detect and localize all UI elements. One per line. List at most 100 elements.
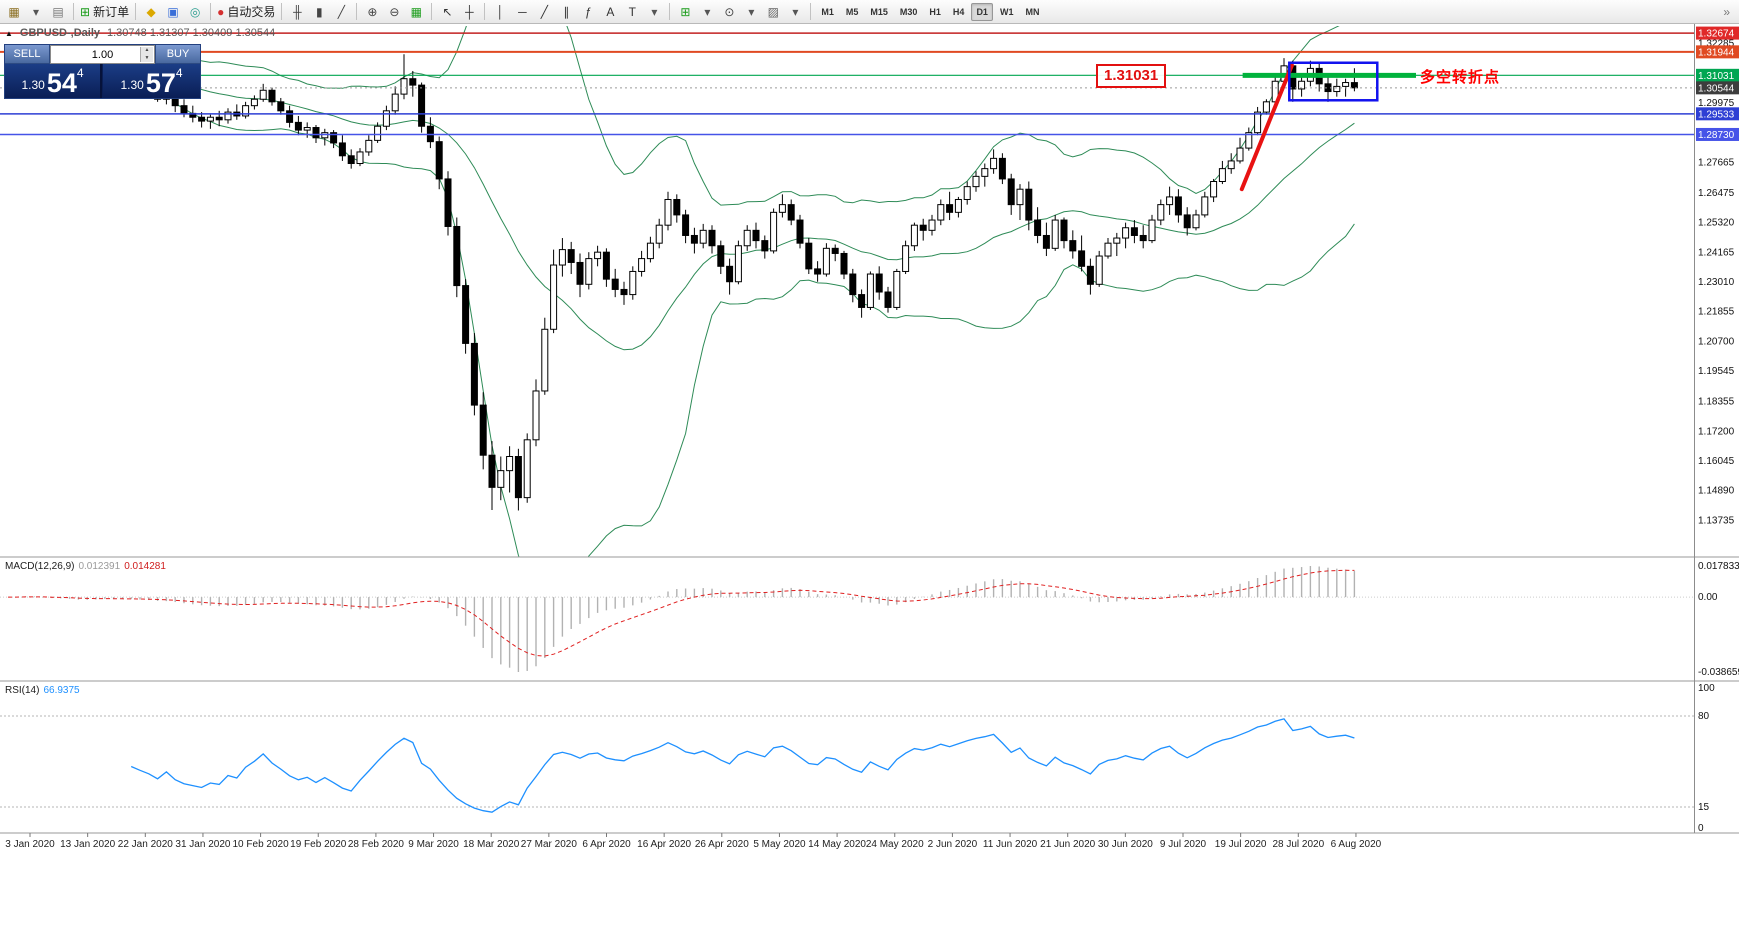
collapse-icon[interactable]: ▲ bbox=[5, 28, 13, 38]
label-button-icon: T bbox=[628, 4, 637, 19]
svg-text:14 May 2020: 14 May 2020 bbox=[808, 839, 866, 850]
rsi-line bbox=[130, 718, 1355, 813]
trendline-button[interactable]: ╱ bbox=[533, 2, 555, 22]
svg-text:1.32285: 1.32285 bbox=[1698, 39, 1735, 50]
autotrading-button-icon: ● bbox=[217, 4, 225, 19]
consolidation-rectangle[interactable] bbox=[1288, 61, 1379, 102]
svg-text:26 Apr 2020: 26 Apr 2020 bbox=[695, 839, 749, 850]
horizontal-line-button[interactable]: ─ bbox=[511, 2, 533, 22]
periods-dropdown[interactable]: ▾ bbox=[740, 2, 762, 22]
buy-button[interactable]: BUY bbox=[155, 45, 200, 64]
timeframe-w1[interactable]: W1 bbox=[999, 6, 1014, 17]
line-chart-button[interactable]: ╱ bbox=[330, 2, 352, 22]
cursor-button[interactable]: ↖ bbox=[436, 2, 458, 22]
svg-text:1.28730: 1.28730 bbox=[1698, 130, 1735, 141]
buy-price-button[interactable]: 1.30 57 4 bbox=[103, 64, 200, 98]
vertical-line-button[interactable]: │ bbox=[489, 2, 511, 22]
bar-chart-button[interactable]: ╫ bbox=[286, 2, 308, 22]
timeframe-h1[interactable]: H1 bbox=[929, 6, 941, 17]
timeframe-mn[interactable]: MN bbox=[1025, 6, 1040, 17]
macd-histogram bbox=[16, 566, 1356, 672]
text-button[interactable]: A bbox=[599, 2, 621, 22]
volume-input[interactable]: 1.00 ▲ ▼ bbox=[50, 45, 155, 64]
main-toolbar: ▦ ▾ ▤ ⊞ 新订单 ◆ ▣ ◎ ● 自动交易 ╫ ▮ ╱ ⊕ ⊖ ▦ ↖ ┼ │ ─ ╱ ∥ ƒ A T ▾ ⊞ ▾ ⊙ ▾ ▨ ▾ M1 M… bbox=[0, 0, 1739, 24]
one-click-trading-panel: SELL 1.00 ▲ ▼ BUY 1.30 54 4 1.30 57 4 bbox=[4, 44, 201, 99]
periods-button[interactable]: ⊙ bbox=[718, 2, 740, 22]
tile-windows-button[interactable]: ▦ bbox=[405, 2, 427, 22]
zoom-in-button[interactable]: ⊕ bbox=[361, 2, 383, 22]
new-chart-dropdown[interactable]: ▾ bbox=[25, 2, 47, 22]
volume-spinner[interactable]: ▲ ▼ bbox=[140, 47, 153, 62]
sell-button[interactable]: SELL bbox=[5, 45, 50, 64]
time-axis[interactable]: 3 Jan 2020 13 Jan 2020 22 Jan 2020 31 Jan 2… bbox=[5, 833, 1382, 850]
channel-button-icon: ∥ bbox=[563, 4, 570, 19]
svg-text:1.14890: 1.14890 bbox=[1698, 486, 1735, 497]
svg-text:19 Jul 2020: 19 Jul 2020 bbox=[1215, 839, 1267, 850]
timeframe-m15[interactable]: M15 bbox=[870, 6, 888, 17]
volume-up-icon[interactable]: ▲ bbox=[144, 47, 150, 54]
macd-indicator-label: MACD(12,26,9) 0.012391 0.014281 bbox=[5, 561, 166, 572]
svg-text:16 Apr 2020: 16 Apr 2020 bbox=[637, 839, 691, 850]
fibonacci-button[interactable]: ƒ bbox=[577, 2, 599, 22]
autotrading-button-label: 自动交易 bbox=[227, 5, 276, 19]
svg-text:28 Feb 2020: 28 Feb 2020 bbox=[348, 839, 405, 850]
timeframe-d1[interactable]: D1 bbox=[971, 2, 993, 21]
svg-text:30 Jun 2020: 30 Jun 2020 bbox=[1098, 839, 1153, 850]
strategy-tester-button[interactable]: ◎ bbox=[184, 2, 206, 22]
symbol-period-label: GBPUSD-,Daily bbox=[19, 27, 100, 39]
new-chart-button[interactable]: ▦ bbox=[3, 2, 25, 22]
horizontal-line-button-icon: ─ bbox=[518, 4, 527, 19]
market-watch-button[interactable]: ▣ bbox=[162, 2, 184, 22]
price-chart[interactable]: 1.326741.322851.319441.310311.305441.299… bbox=[0, 24, 1739, 947]
ask-price-sup: 4 bbox=[175, 66, 183, 80]
toolbar-separator bbox=[810, 3, 812, 20]
timeframe-m1[interactable]: M1 bbox=[821, 6, 834, 17]
toolbar-separator bbox=[356, 3, 358, 20]
svg-text:10 Feb 2020: 10 Feb 2020 bbox=[233, 839, 290, 850]
svg-text:1.21855: 1.21855 bbox=[1698, 307, 1735, 318]
line-chart-button-icon: ╱ bbox=[337, 4, 345, 19]
channel-button[interactable]: ∥ bbox=[555, 2, 577, 22]
crosshair-button-icon: ┼ bbox=[465, 4, 474, 19]
svg-text:1.32674: 1.32674 bbox=[1698, 29, 1735, 40]
svg-text:1.26475: 1.26475 bbox=[1698, 188, 1735, 199]
periods-dropdown-icon: ▾ bbox=[748, 4, 755, 19]
timeframe-h4[interactable]: H4 bbox=[952, 6, 965, 17]
toolbar-separator bbox=[669, 3, 671, 20]
indicators-dropdown[interactable]: ▾ bbox=[696, 2, 718, 22]
crosshair-button[interactable]: ┼ bbox=[458, 2, 480, 22]
new-order-button[interactable]: ⊞ 新订单 bbox=[78, 2, 131, 22]
candlestick-chart-button[interactable]: ▮ bbox=[308, 2, 330, 22]
timeframe-m5[interactable]: M5 bbox=[845, 6, 859, 17]
new-chart-button-icon: ▦ bbox=[8, 4, 20, 19]
bid-price-big: 54 bbox=[46, 67, 77, 98]
toolbar-separator bbox=[73, 3, 74, 20]
candles-layer bbox=[4, 54, 1358, 511]
indicators-button[interactable]: ⊞ bbox=[674, 2, 696, 22]
new-order-button-label: 新订单 bbox=[93, 5, 130, 19]
toolbar-separator bbox=[210, 3, 212, 20]
rally-trendline[interactable] bbox=[1239, 63, 1294, 192]
profiles-button[interactable]: ▤ bbox=[47, 2, 69, 22]
templates-button[interactable]: ▨ bbox=[762, 2, 784, 22]
indicators-dropdown-icon: ▾ bbox=[704, 4, 711, 19]
autotrading-button[interactable]: ● 自动交易 bbox=[215, 2, 277, 22]
metaeditor-button[interactable]: ◆ bbox=[140, 2, 162, 22]
svg-text:1.29533: 1.29533 bbox=[1698, 109, 1735, 120]
shapes-dropdown[interactable]: ▾ bbox=[643, 2, 665, 22]
zoom-out-button[interactable]: ⊖ bbox=[383, 2, 405, 22]
svg-text:1.24165: 1.24165 bbox=[1698, 247, 1735, 258]
label-button[interactable]: T bbox=[621, 2, 643, 22]
svg-text:27 Mar 2020: 27 Mar 2020 bbox=[521, 839, 578, 850]
toolbar-overflow-button[interactable]: » bbox=[1723, 4, 1730, 19]
templates-dropdown[interactable]: ▾ bbox=[784, 2, 806, 22]
svg-text:1.20700: 1.20700 bbox=[1698, 336, 1735, 347]
svg-text:24 May 2020: 24 May 2020 bbox=[866, 839, 924, 850]
bid-price-sup: 4 bbox=[76, 66, 84, 80]
turning-point-annotation[interactable]: 多空转折点 bbox=[1420, 69, 1501, 86]
price-callout[interactable]: 1.31031 bbox=[1096, 64, 1167, 88]
timeframe-m30[interactable]: M30 bbox=[899, 6, 918, 17]
sell-price-button[interactable]: 1.30 54 4 bbox=[5, 64, 102, 98]
macd-signal-line bbox=[8, 569, 1355, 657]
volume-down-icon[interactable]: ▼ bbox=[144, 54, 150, 61]
